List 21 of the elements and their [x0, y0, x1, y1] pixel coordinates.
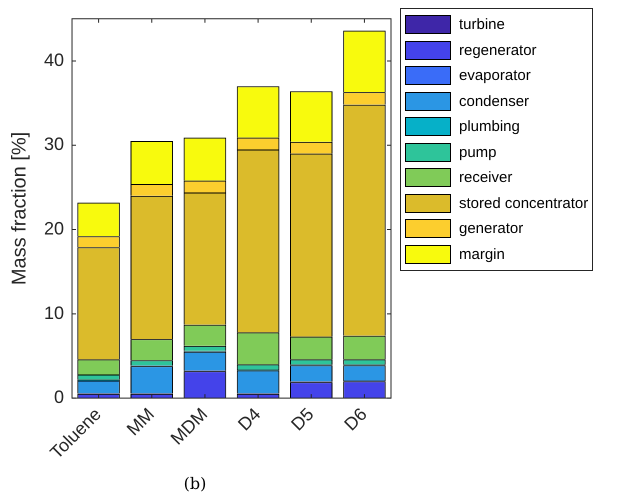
y-tick-label: 40	[44, 50, 64, 70]
legend-label: receiver	[459, 168, 512, 188]
legend-label: turbine	[459, 15, 505, 35]
legend-label: stored concentrator	[459, 194, 588, 214]
y-tick-label: 0	[54, 387, 64, 408]
legend-label: condenser	[459, 92, 530, 112]
x-tick-label: D5	[287, 404, 318, 434]
y-axis-title: Mass fraction [%]	[8, 132, 31, 286]
x-tick-label: D4	[234, 404, 264, 434]
x-tick-label: D6	[340, 404, 371, 434]
legend-label: plumbing	[459, 117, 520, 137]
x-tick-label: MM	[122, 404, 158, 440]
legend-label: pump	[459, 142, 497, 162]
y-tick-label: 20	[44, 218, 64, 239]
y-tick-label: 30	[44, 134, 64, 154]
legend-label: evaporator	[459, 66, 531, 86]
text: (b)	[182, 474, 208, 493]
legend-label: margin	[459, 244, 505, 264]
y-tick-label: 10	[44, 302, 64, 323]
legend-label: generator	[459, 219, 524, 239]
legend-label: regenerator	[459, 40, 537, 60]
